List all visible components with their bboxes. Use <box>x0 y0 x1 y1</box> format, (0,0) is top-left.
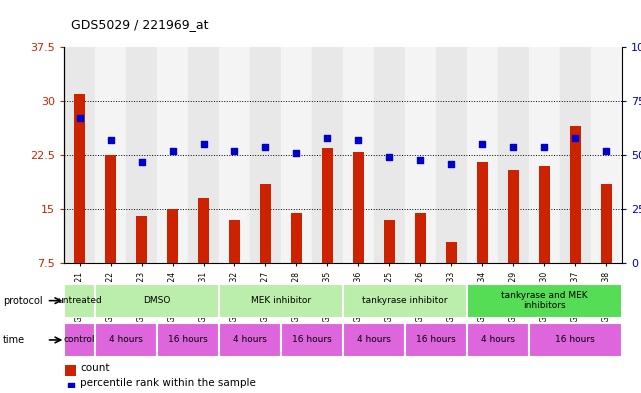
Bar <box>74 94 85 263</box>
Bar <box>343 323 405 357</box>
Bar <box>281 323 343 357</box>
Text: 16 hours: 16 hours <box>416 336 456 344</box>
Point <box>384 154 394 160</box>
Bar <box>250 47 281 263</box>
Bar <box>64 323 95 357</box>
Bar <box>405 47 436 263</box>
Text: 4 hours: 4 hours <box>357 336 391 344</box>
Bar <box>126 47 157 263</box>
Text: tankyrase inhibitor: tankyrase inhibitor <box>362 296 447 305</box>
Point <box>291 150 301 156</box>
Bar <box>95 47 126 263</box>
Point <box>229 148 240 154</box>
Point <box>601 148 612 154</box>
Text: 16 hours: 16 hours <box>168 336 208 344</box>
Bar <box>136 217 147 263</box>
Text: 4 hours: 4 hours <box>233 336 267 344</box>
Bar <box>446 242 457 263</box>
Bar <box>529 323 622 357</box>
Bar <box>291 213 302 263</box>
Bar <box>105 155 116 263</box>
Bar <box>498 47 529 263</box>
Bar <box>219 284 343 318</box>
Point <box>137 158 147 165</box>
Point <box>570 135 580 141</box>
Bar <box>65 365 76 376</box>
Bar <box>415 213 426 263</box>
Bar <box>281 47 312 263</box>
Point <box>74 115 85 121</box>
Text: 16 hours: 16 hours <box>292 336 332 344</box>
Bar <box>64 284 95 318</box>
Bar <box>560 47 591 263</box>
Bar <box>219 323 281 357</box>
Text: untreated: untreated <box>57 296 102 305</box>
Bar <box>198 198 209 263</box>
Text: 16 hours: 16 hours <box>555 336 595 344</box>
Bar <box>188 47 219 263</box>
Bar <box>157 47 188 263</box>
Bar <box>322 148 333 263</box>
Point <box>199 141 209 147</box>
Bar <box>353 152 364 263</box>
Text: DMSO: DMSO <box>144 296 171 305</box>
Bar <box>467 284 622 318</box>
Point <box>65 383 76 389</box>
Point <box>105 137 115 143</box>
Point <box>415 156 426 163</box>
Point <box>322 135 333 141</box>
Bar <box>219 47 250 263</box>
Bar <box>467 47 498 263</box>
Point <box>353 137 363 143</box>
Bar <box>95 284 219 318</box>
Bar <box>384 220 395 263</box>
Text: time: time <box>3 335 26 345</box>
Point <box>446 161 456 167</box>
Text: tankyrase and MEK
inhibitors: tankyrase and MEK inhibitors <box>501 291 588 310</box>
Bar <box>95 323 157 357</box>
Point <box>477 141 487 147</box>
Bar <box>374 47 405 263</box>
Bar <box>405 323 467 357</box>
Bar <box>591 47 622 263</box>
Text: GDS5029 / 221969_at: GDS5029 / 221969_at <box>71 18 208 31</box>
Text: protocol: protocol <box>3 296 43 306</box>
Bar <box>64 47 95 263</box>
Text: count: count <box>80 363 110 373</box>
Text: 4 hours: 4 hours <box>481 336 515 344</box>
Bar <box>570 127 581 263</box>
Point <box>167 148 178 154</box>
Bar <box>508 170 519 263</box>
Bar <box>467 323 529 357</box>
Point <box>539 143 549 150</box>
Bar <box>436 47 467 263</box>
Bar <box>601 184 612 263</box>
Bar <box>229 220 240 263</box>
Text: 4 hours: 4 hours <box>109 336 143 344</box>
Bar <box>343 47 374 263</box>
Text: MEK inhibitor: MEK inhibitor <box>251 296 311 305</box>
Text: control: control <box>64 336 96 344</box>
Text: percentile rank within the sample: percentile rank within the sample <box>80 378 256 388</box>
Bar <box>477 162 488 263</box>
Bar <box>539 166 550 263</box>
Bar <box>157 323 219 357</box>
Bar <box>260 184 271 263</box>
Bar <box>529 47 560 263</box>
Bar <box>343 284 467 318</box>
Point <box>508 143 519 150</box>
Bar <box>312 47 343 263</box>
Bar <box>167 209 178 263</box>
Point <box>260 143 271 150</box>
